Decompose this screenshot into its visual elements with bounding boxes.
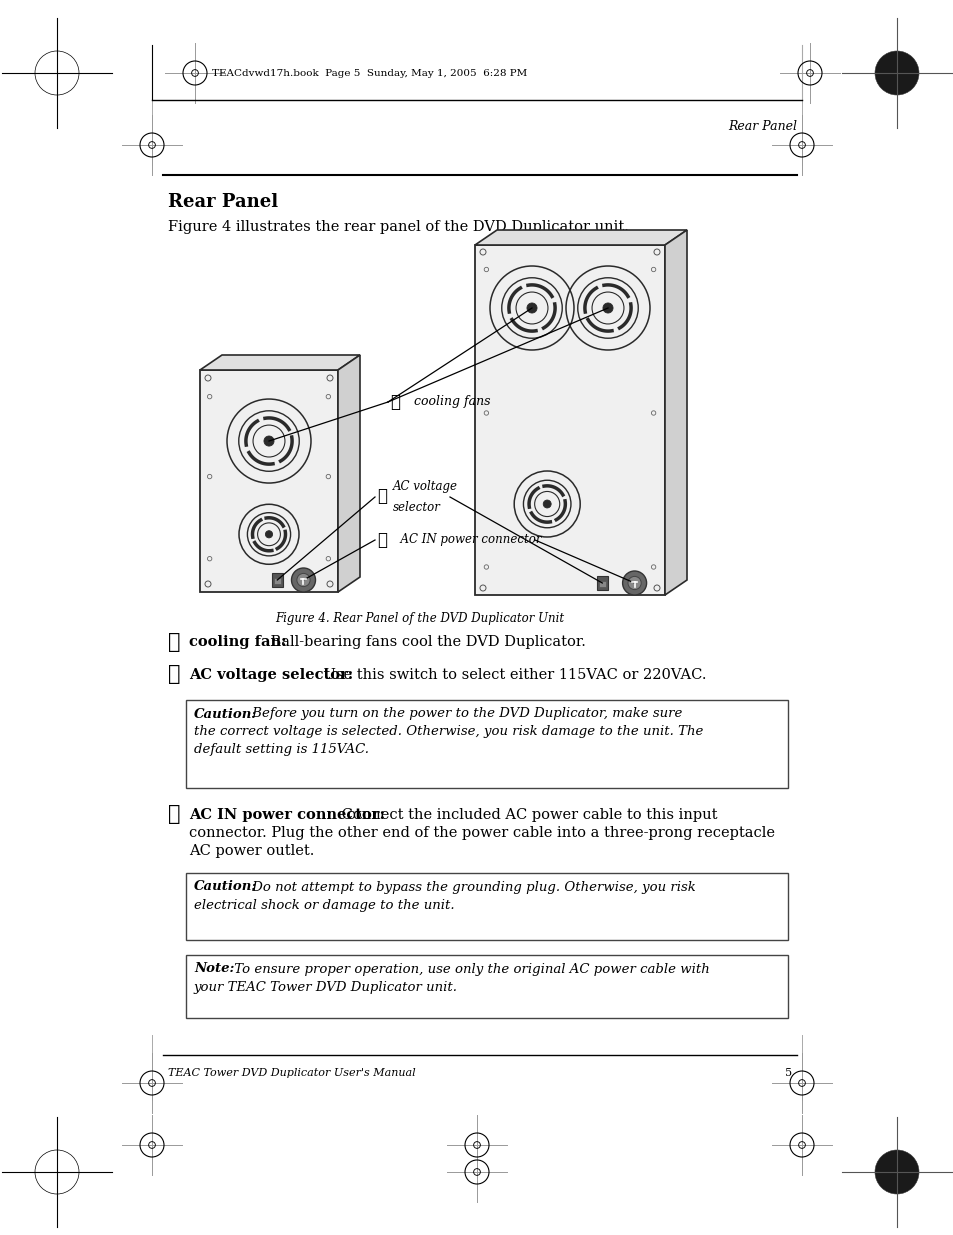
Circle shape — [542, 500, 551, 508]
Circle shape — [881, 1156, 912, 1188]
Circle shape — [874, 51, 918, 95]
Text: cooling fans: cooling fans — [406, 395, 490, 409]
Circle shape — [296, 573, 310, 587]
Circle shape — [45, 61, 70, 85]
Circle shape — [264, 436, 274, 446]
Circle shape — [886, 1162, 905, 1182]
Circle shape — [877, 1153, 915, 1191]
Bar — [274, 578, 280, 583]
Circle shape — [35, 1150, 79, 1194]
Text: Connect the included AC power cable to this input: Connect the included AC power cable to t… — [336, 808, 717, 823]
Circle shape — [265, 531, 273, 538]
Text: Before you turn on the power to the DVD Duplicator, make sure: Before you turn on the power to the DVD … — [248, 708, 681, 720]
Circle shape — [38, 54, 76, 91]
Circle shape — [41, 1156, 72, 1188]
Text: AC IN power connector: AC IN power connector — [393, 534, 541, 547]
Text: Use this switch to select either 115VAC or 220VAC.: Use this switch to select either 115VAC … — [318, 668, 706, 682]
Circle shape — [526, 303, 537, 312]
Circle shape — [51, 67, 63, 79]
Circle shape — [35, 51, 79, 95]
Text: your TEAC Tower DVD Duplicator unit.: your TEAC Tower DVD Duplicator unit. — [193, 981, 457, 993]
Text: Figure 4 illustrates the rear panel of the DVD Duplicator unit.: Figure 4 illustrates the rear panel of t… — [168, 220, 628, 233]
Circle shape — [41, 57, 72, 89]
Text: 5: 5 — [784, 1068, 791, 1078]
Text: ⑦: ⑦ — [168, 632, 180, 652]
Circle shape — [602, 303, 613, 312]
Text: ⑨: ⑨ — [376, 531, 387, 548]
Text: Figure 4. Rear Panel of the DVD Duplicator Unit: Figure 4. Rear Panel of the DVD Duplicat… — [275, 613, 564, 625]
Text: connector. Plug the other end of the power cable into a three-prong receptacle: connector. Plug the other end of the pow… — [189, 826, 774, 840]
Text: Ball-bearing fans cool the DVD Duplicator.: Ball-bearing fans cool the DVD Duplicato… — [266, 635, 585, 650]
Text: ⑧: ⑧ — [168, 666, 180, 684]
Text: AC voltage: AC voltage — [393, 480, 457, 493]
Circle shape — [292, 568, 315, 592]
Text: the correct voltage is selected. Otherwise, you risk damage to the unit. The: the correct voltage is selected. Otherwi… — [193, 725, 702, 739]
Polygon shape — [475, 230, 686, 245]
Bar — [186, 873, 787, 940]
Text: Caution:: Caution: — [193, 881, 257, 893]
Text: Do not attempt to bypass the grounding plug. Otherwise, you risk: Do not attempt to bypass the grounding p… — [248, 881, 695, 893]
Circle shape — [890, 1166, 902, 1178]
Circle shape — [890, 67, 902, 79]
Circle shape — [881, 57, 912, 89]
Circle shape — [877, 54, 915, 91]
Circle shape — [48, 63, 67, 83]
Text: default setting is 115VAC.: default setting is 115VAC. — [193, 743, 369, 757]
Text: selector: selector — [393, 501, 440, 514]
Text: cooling fan:: cooling fan: — [189, 635, 286, 650]
Circle shape — [53, 1168, 60, 1176]
Circle shape — [893, 70, 900, 77]
Circle shape — [622, 571, 646, 595]
Text: TEACdvwd17h.book  Page 5  Sunday, May 1, 2005  6:28 PM: TEACdvwd17h.book Page 5 Sunday, May 1, 2… — [212, 68, 527, 78]
Text: ⑧: ⑧ — [376, 489, 387, 505]
Text: ⑦: ⑦ — [390, 394, 399, 410]
Bar — [598, 580, 605, 587]
Polygon shape — [200, 354, 359, 370]
Text: Caution:: Caution: — [193, 708, 257, 720]
Text: Rear Panel: Rear Panel — [727, 120, 796, 133]
Polygon shape — [337, 354, 359, 592]
Text: TEAC Tower DVD Duplicator User's Manual: TEAC Tower DVD Duplicator User's Manual — [168, 1068, 416, 1078]
Bar — [597, 576, 607, 590]
Circle shape — [48, 1162, 67, 1182]
Bar — [186, 955, 787, 1018]
Circle shape — [51, 1166, 63, 1178]
Bar — [200, 370, 337, 592]
Bar — [475, 245, 664, 595]
Text: AC power outlet.: AC power outlet. — [189, 844, 314, 858]
Bar — [272, 573, 282, 587]
Circle shape — [874, 1150, 918, 1194]
Text: AC IN power connector:: AC IN power connector: — [189, 808, 385, 823]
Text: Rear Panel: Rear Panel — [168, 193, 278, 211]
Circle shape — [883, 1160, 908, 1184]
Bar — [186, 700, 787, 788]
Circle shape — [53, 70, 60, 77]
Circle shape — [883, 61, 908, 85]
Text: To ensure proper operation, use only the original AC power cable with: To ensure proper operation, use only the… — [230, 962, 709, 976]
Polygon shape — [664, 230, 686, 595]
Circle shape — [45, 1160, 70, 1184]
Text: electrical shock or damage to the unit.: electrical shock or damage to the unit. — [193, 899, 455, 911]
Circle shape — [38, 1153, 76, 1191]
Circle shape — [627, 577, 640, 589]
Circle shape — [893, 1168, 900, 1176]
Text: ⑨: ⑨ — [168, 805, 180, 825]
Text: Note:: Note: — [193, 962, 234, 976]
Circle shape — [886, 63, 905, 83]
Text: AC voltage selector:: AC voltage selector: — [189, 668, 353, 682]
